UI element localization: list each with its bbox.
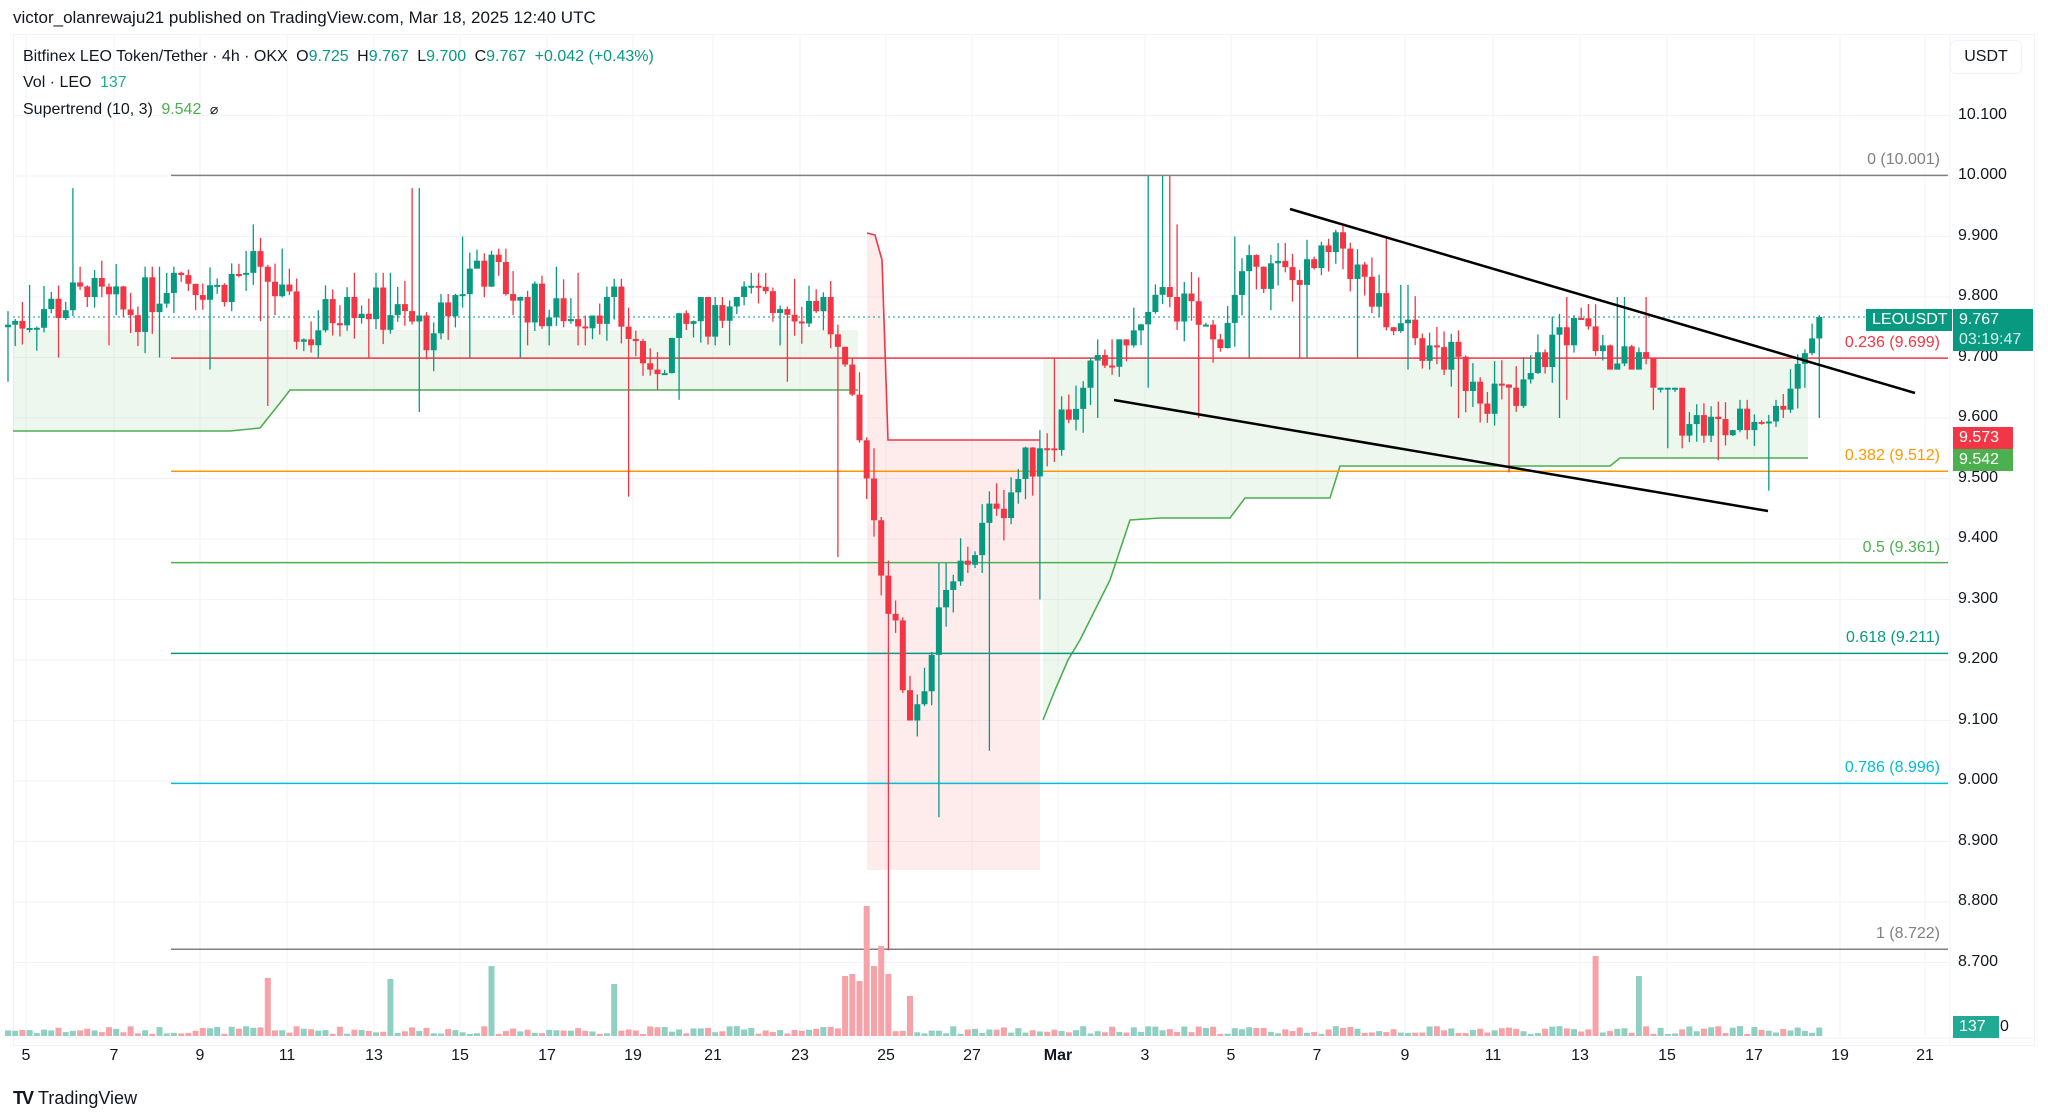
chart-frame (13, 34, 2035, 1046)
high-label: H (357, 48, 369, 65)
low-value: 9.700 (426, 48, 467, 65)
time-tick-label: 11 (1484, 1047, 1502, 1064)
fib-label-0-786: 0.786 (8.996) (1844, 759, 1940, 777)
symbol-ohlc-row[interactable]: Bitfinex LEO Token/Tether · 4h · OKX O9.… (23, 44, 658, 70)
time-tick-label: 27 (963, 1047, 981, 1064)
price-tick-label: 9.900 (1958, 226, 1999, 244)
tradingview-logo-icon: TV (13, 1088, 34, 1108)
price-tick-label: 8.900 (1958, 831, 1999, 849)
high-value: 9.767 (368, 48, 409, 65)
time-tick-label: 13 (365, 1047, 383, 1064)
time-tick-label: 15 (1658, 1047, 1676, 1064)
volume-zero-label: 0 (2000, 1018, 2009, 1035)
chart-legend: Bitfinex LEO Token/Tether · 4h · OKX O9.… (23, 44, 658, 123)
fib-label-0-382: 0.382 (9.512) (1844, 447, 1940, 465)
supertrend-value: 9.542 (161, 101, 202, 118)
fib-label-1: 1 (8.722) (1875, 925, 1940, 943)
close-value: 9.767 (486, 48, 527, 65)
time-tick-label: 7 (109, 1047, 119, 1064)
price-tick-label: 10.000 (1958, 166, 2007, 183)
close-label: C (474, 48, 487, 65)
time-tick-label: 3 (1140, 1047, 1150, 1064)
volume-value: 137 (99, 74, 127, 91)
open-label: O (296, 48, 309, 65)
time-tick-label: 13 (1571, 1047, 1589, 1064)
price-tick-label: 9.800 (1958, 287, 1999, 304)
supertrend-green-tag: 9.542 (1953, 449, 2013, 471)
supertrend-row[interactable]: Supertrend (10, 3) 9.542 ⌀ (23, 96, 658, 123)
time-tick-label: 15 (451, 1047, 469, 1064)
bar-countdown: 03:19:47 (1959, 331, 2022, 348)
tradingview-logo[interactable]: TV TradingView (13, 1088, 137, 1109)
open-value: 9.725 (308, 48, 349, 65)
price-tick-label: 9.500 (1958, 468, 1999, 486)
time-tick-label: Mar (1043, 1047, 1073, 1064)
change-value: +0.042 (+0.43%) (534, 48, 654, 65)
time-tick-label: 17 (1745, 1047, 1763, 1064)
price-tick-label: 9.000 (1958, 771, 1999, 788)
time-tick-label: 5 (21, 1047, 31, 1064)
tradingview-logo-text: TradingView (38, 1088, 138, 1108)
volume-row[interactable]: Vol · LEO 137 (23, 70, 658, 96)
time-tick-label: 11 (278, 1047, 296, 1064)
last-price-tag: 9.767 03:19:47 (1953, 309, 2033, 351)
published-line: victor_olanrewaju21 published on Trading… (13, 8, 596, 27)
volume-label: Vol · LEO (23, 74, 92, 91)
price-tick-label: 8.800 (1958, 892, 1999, 909)
symbol-description: Bitfinex LEO Token/Tether · 4h · OKX (23, 48, 288, 65)
time-tick-label: 19 (1831, 1047, 1849, 1064)
price-tick-label: 8.700 (1958, 952, 1999, 970)
fib-label-0: 0 (10.001) (1867, 151, 1940, 169)
last-price-value: 9.767 (1959, 311, 2000, 328)
supertrend-label: Supertrend (10, 3) (23, 101, 153, 118)
time-tick-label: 9 (195, 1047, 205, 1064)
time-tick-label: 25 (877, 1047, 895, 1064)
low-label: L (417, 48, 427, 65)
price-tick-label: 9.200 (1958, 650, 1999, 667)
hidden-eye-slash-icon[interactable]: ⌀ (209, 101, 219, 117)
time-tick-label: 9 (1400, 1047, 1410, 1064)
fib-label-0-236: 0.236 (9.699) (1844, 334, 1940, 352)
price-tick-label: 9.300 (1958, 589, 1999, 607)
supertrend-red-tag: 9.573 (1953, 427, 2013, 449)
price-tick-label: 10.100 (1958, 105, 2007, 123)
price-tick-label: 9.400 (1958, 529, 1999, 546)
time-tick-label: 19 (624, 1047, 642, 1064)
price-tick-label: 9.600 (1958, 408, 1999, 425)
time-tick-label: 21 (1916, 1047, 1934, 1064)
fib-label-0-618: 0.618 (9.211) (1846, 629, 1940, 647)
time-tick-label: 21 (704, 1047, 722, 1064)
time-tick-label: 5 (1226, 1047, 1236, 1064)
time-tick-label: 7 (1312, 1047, 1322, 1064)
time-tick-label: 17 (538, 1047, 556, 1064)
fib-label-0-5: 0.5 (9.361) (1862, 538, 1940, 556)
volume-tag: 137 (1953, 1016, 1999, 1038)
time-tick-label: 23 (791, 1047, 809, 1064)
currency-unit-button[interactable]: USDT (1950, 40, 2022, 74)
price-tick-label: 9.100 (1958, 710, 1999, 728)
price-tick-label: 9.700 (1958, 347, 1999, 365)
symbol-name-tag: LEOUSDT (1866, 309, 1952, 331)
